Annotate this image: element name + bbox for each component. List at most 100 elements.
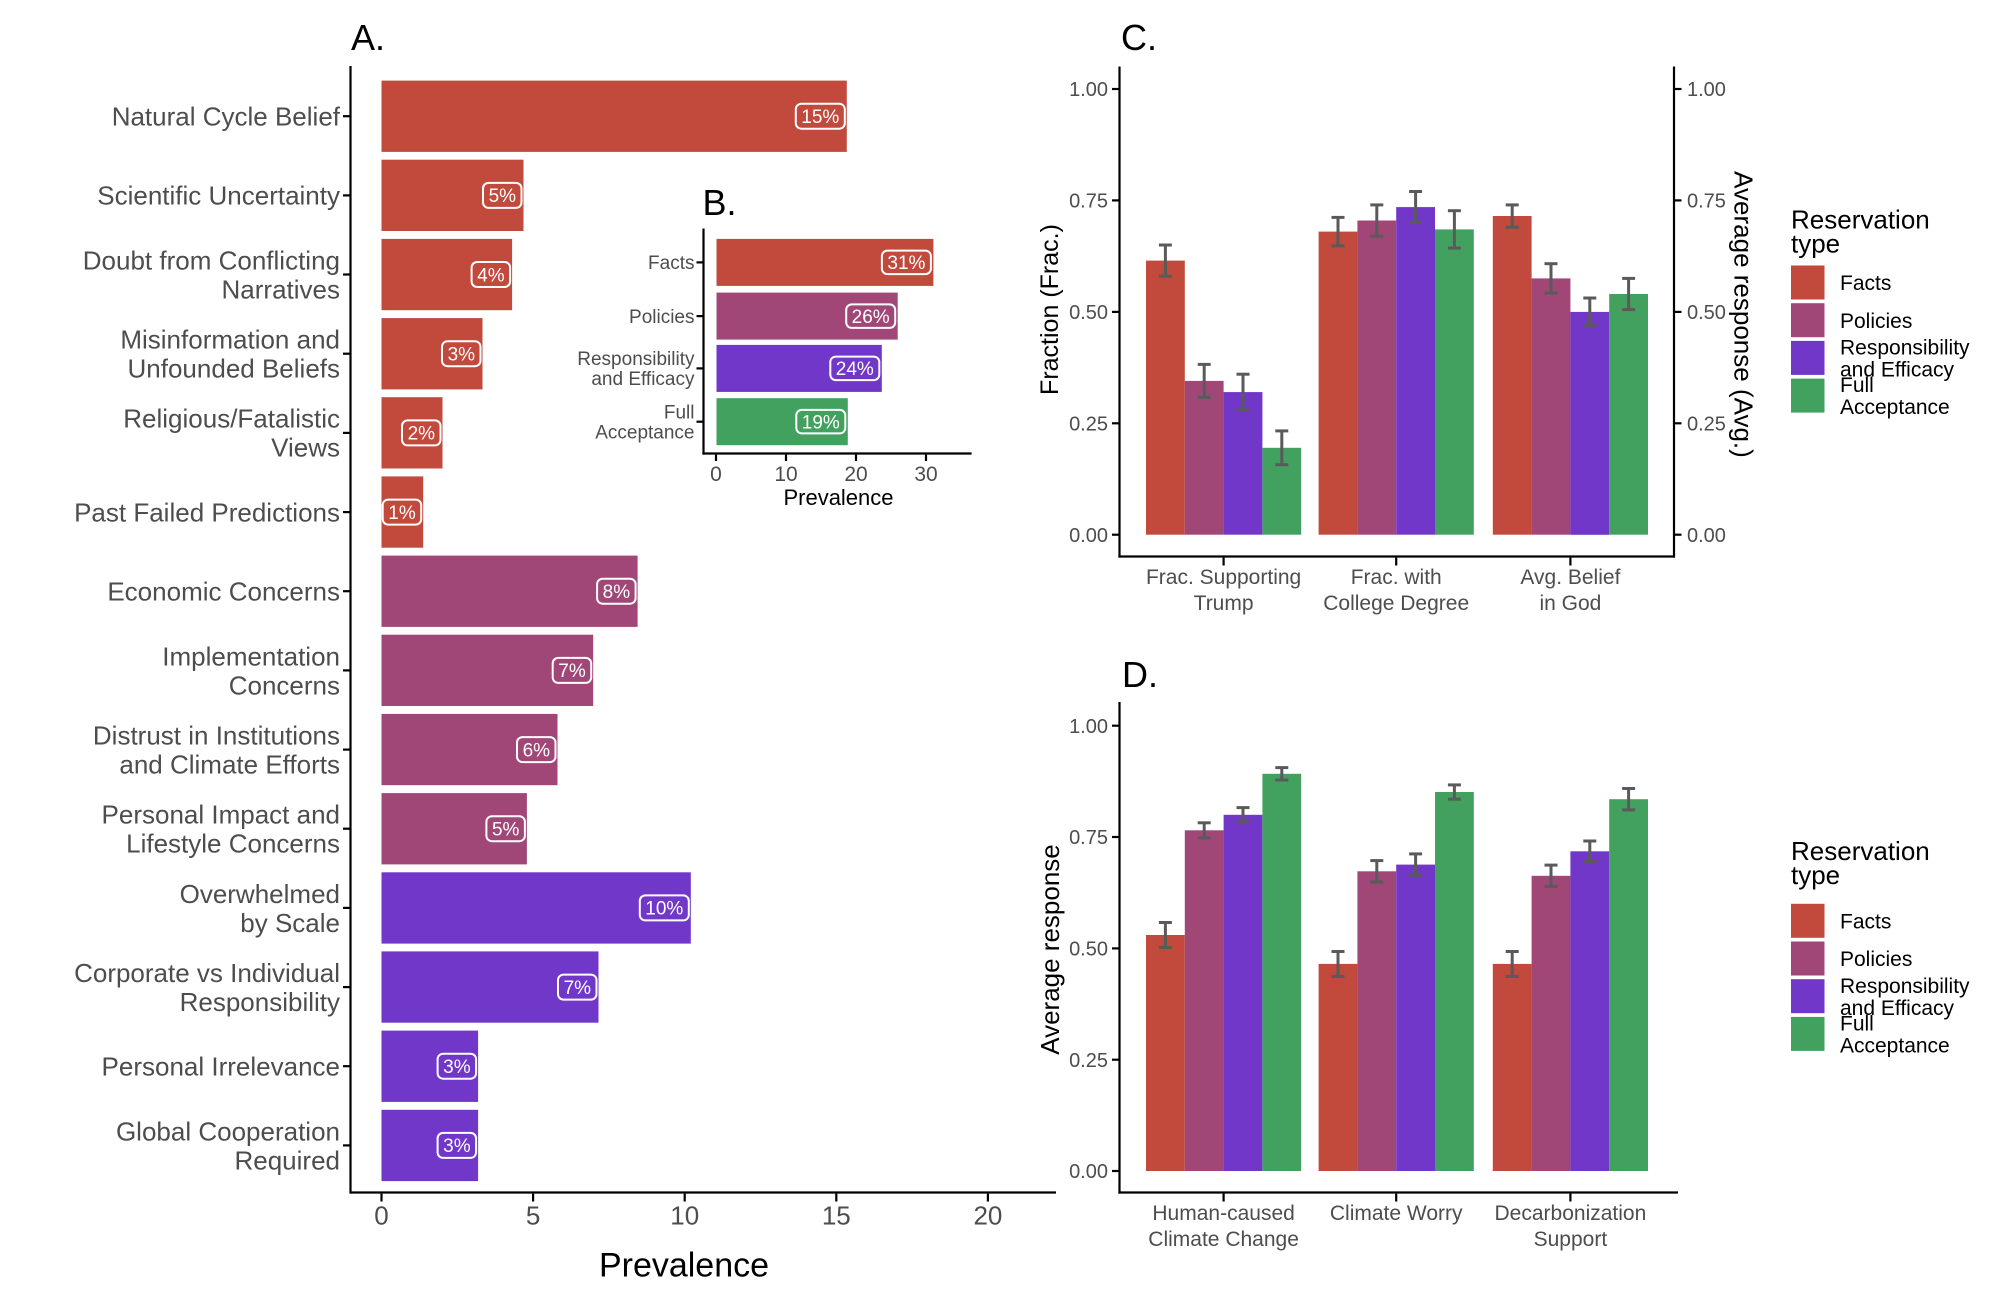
svg-text:4%: 4% bbox=[477, 265, 505, 286]
svg-text:and Climate Efforts: and Climate Efforts bbox=[119, 749, 340, 779]
svg-text:B.: B. bbox=[703, 182, 737, 223]
svg-text:7%: 7% bbox=[558, 661, 586, 682]
svg-text:10%: 10% bbox=[645, 899, 683, 920]
svg-text:Frac. with: Frac. with bbox=[1351, 566, 1442, 589]
svg-text:Fraction (Frac.): Fraction (Frac.) bbox=[1036, 224, 1064, 395]
svg-text:and Efficacy: and Efficacy bbox=[1840, 359, 1955, 382]
svg-text:8%: 8% bbox=[603, 582, 631, 603]
svg-text:26%: 26% bbox=[852, 307, 890, 328]
svg-text:Decarbonization: Decarbonization bbox=[1495, 1202, 1647, 1225]
svg-text:Global Cooperation: Global Cooperation bbox=[116, 1116, 340, 1146]
svg-text:Prevalence: Prevalence bbox=[783, 485, 893, 510]
svg-text:5: 5 bbox=[526, 1201, 540, 1231]
svg-text:Acceptance: Acceptance bbox=[595, 423, 694, 444]
svg-text:Religious/Fatalistic: Religious/Fatalistic bbox=[123, 404, 340, 434]
svg-text:type: type bbox=[1791, 860, 1840, 890]
svg-text:Personal Impact and: Personal Impact and bbox=[102, 800, 340, 830]
svg-text:and Efficacy: and Efficacy bbox=[591, 369, 695, 390]
svg-text:0.25: 0.25 bbox=[1687, 414, 1726, 436]
svg-text:Reservation: Reservation bbox=[1791, 205, 1930, 235]
svg-text:Climate Change: Climate Change bbox=[1148, 1228, 1299, 1251]
svg-text:Misinformation and: Misinformation and bbox=[120, 325, 340, 355]
svg-text:7%: 7% bbox=[564, 978, 592, 999]
svg-text:31%: 31% bbox=[887, 253, 925, 274]
svg-text:24%: 24% bbox=[836, 359, 874, 380]
svg-text:Economic Concerns: Economic Concerns bbox=[107, 577, 340, 607]
svg-text:Full: Full bbox=[1840, 374, 1874, 397]
svg-text:Policies: Policies bbox=[1840, 948, 1912, 971]
svg-text:A.: A. bbox=[351, 17, 385, 58]
svg-text:0.75: 0.75 bbox=[1069, 191, 1108, 213]
svg-text:1.00: 1.00 bbox=[1687, 79, 1726, 101]
svg-text:0.25: 0.25 bbox=[1069, 1050, 1108, 1072]
svg-text:0: 0 bbox=[374, 1201, 388, 1231]
svg-text:0.75: 0.75 bbox=[1069, 827, 1108, 849]
svg-text:Natural Cycle Belief: Natural Cycle Belief bbox=[112, 102, 341, 132]
svg-text:3%: 3% bbox=[443, 1136, 471, 1157]
svg-text:by Scale: by Scale bbox=[240, 908, 340, 938]
svg-text:Facts: Facts bbox=[648, 253, 694, 274]
svg-text:Prevalence: Prevalence bbox=[599, 1247, 769, 1285]
svg-text:Human-caused: Human-caused bbox=[1152, 1202, 1294, 1225]
svg-text:and Efficacy: and Efficacy bbox=[1840, 997, 1955, 1020]
svg-text:Policies: Policies bbox=[1840, 310, 1912, 333]
svg-text:1.00: 1.00 bbox=[1069, 79, 1108, 101]
svg-text:Responsibility: Responsibility bbox=[180, 987, 340, 1017]
svg-text:10: 10 bbox=[670, 1201, 699, 1231]
svg-text:Acceptance: Acceptance bbox=[1840, 396, 1950, 419]
svg-text:Responsibility: Responsibility bbox=[577, 349, 695, 370]
svg-text:Reservation: Reservation bbox=[1791, 836, 1930, 866]
svg-text:type: type bbox=[1791, 229, 1840, 259]
svg-text:Acceptance: Acceptance bbox=[1840, 1035, 1950, 1058]
svg-text:0.00: 0.00 bbox=[1069, 1161, 1108, 1183]
svg-text:Frac. Supporting: Frac. Supporting bbox=[1146, 566, 1301, 589]
svg-text:30: 30 bbox=[914, 463, 937, 486]
svg-text:15%: 15% bbox=[801, 107, 839, 128]
svg-text:Responsibility: Responsibility bbox=[1840, 975, 1970, 998]
svg-text:Facts: Facts bbox=[1840, 272, 1891, 295]
svg-text:Average response (Avg.): Average response (Avg.) bbox=[1728, 171, 1758, 458]
svg-text:Support: Support bbox=[1534, 1228, 1608, 1251]
svg-text:Average response: Average response bbox=[1035, 844, 1065, 1055]
svg-text:0.25: 0.25 bbox=[1069, 414, 1108, 436]
svg-text:Personal Irrelevance: Personal Irrelevance bbox=[102, 1052, 340, 1082]
svg-text:5%: 5% bbox=[489, 186, 517, 207]
svg-text:2%: 2% bbox=[408, 424, 436, 445]
svg-text:Doubt from Conflicting: Doubt from Conflicting bbox=[83, 245, 340, 275]
svg-text:15: 15 bbox=[822, 1201, 851, 1231]
svg-text:0.50: 0.50 bbox=[1069, 939, 1108, 961]
svg-text:Responsibility: Responsibility bbox=[1840, 337, 1970, 360]
svg-text:1.00: 1.00 bbox=[1069, 716, 1108, 738]
svg-text:Trump: Trump bbox=[1194, 592, 1254, 615]
svg-text:Overwhelmed: Overwhelmed bbox=[180, 879, 340, 909]
svg-text:Distrust in Institutions: Distrust in Institutions bbox=[93, 720, 340, 750]
svg-text:Lifestyle Concerns: Lifestyle Concerns bbox=[126, 829, 340, 859]
svg-text:0.00: 0.00 bbox=[1687, 525, 1726, 547]
svg-text:Avg. Belief: Avg. Belief bbox=[1520, 566, 1620, 589]
svg-text:5%: 5% bbox=[492, 820, 520, 841]
svg-text:Corporate vs Individual: Corporate vs Individual bbox=[74, 958, 340, 988]
svg-text:D.: D. bbox=[1122, 654, 1158, 695]
svg-text:Full: Full bbox=[1840, 1013, 1874, 1036]
svg-text:1%: 1% bbox=[388, 503, 416, 524]
svg-text:Narratives: Narratives bbox=[222, 274, 340, 304]
svg-text:0.50: 0.50 bbox=[1687, 302, 1726, 324]
svg-text:10: 10 bbox=[774, 463, 797, 486]
svg-text:Unfounded Beliefs: Unfounded Beliefs bbox=[128, 354, 340, 384]
svg-text:Scientific Uncertainty: Scientific Uncertainty bbox=[97, 181, 340, 211]
svg-text:6%: 6% bbox=[523, 740, 551, 761]
svg-text:C.: C. bbox=[1121, 17, 1157, 58]
svg-text:Policies: Policies bbox=[629, 307, 694, 328]
svg-text:Climate Worry: Climate Worry bbox=[1330, 1202, 1463, 1225]
svg-text:Concerns: Concerns bbox=[229, 670, 340, 700]
svg-text:0.00: 0.00 bbox=[1069, 525, 1108, 547]
svg-text:0.50: 0.50 bbox=[1069, 302, 1108, 324]
svg-text:20: 20 bbox=[844, 463, 867, 486]
svg-text:College Degree: College Degree bbox=[1323, 592, 1469, 615]
svg-text:Facts: Facts bbox=[1840, 910, 1891, 933]
svg-text:3%: 3% bbox=[443, 1057, 471, 1078]
svg-text:Past Failed Predictions: Past Failed Predictions bbox=[74, 497, 340, 527]
svg-text:19%: 19% bbox=[802, 413, 840, 434]
svg-text:0.75: 0.75 bbox=[1687, 191, 1726, 213]
svg-text:Implementation: Implementation bbox=[162, 641, 340, 671]
